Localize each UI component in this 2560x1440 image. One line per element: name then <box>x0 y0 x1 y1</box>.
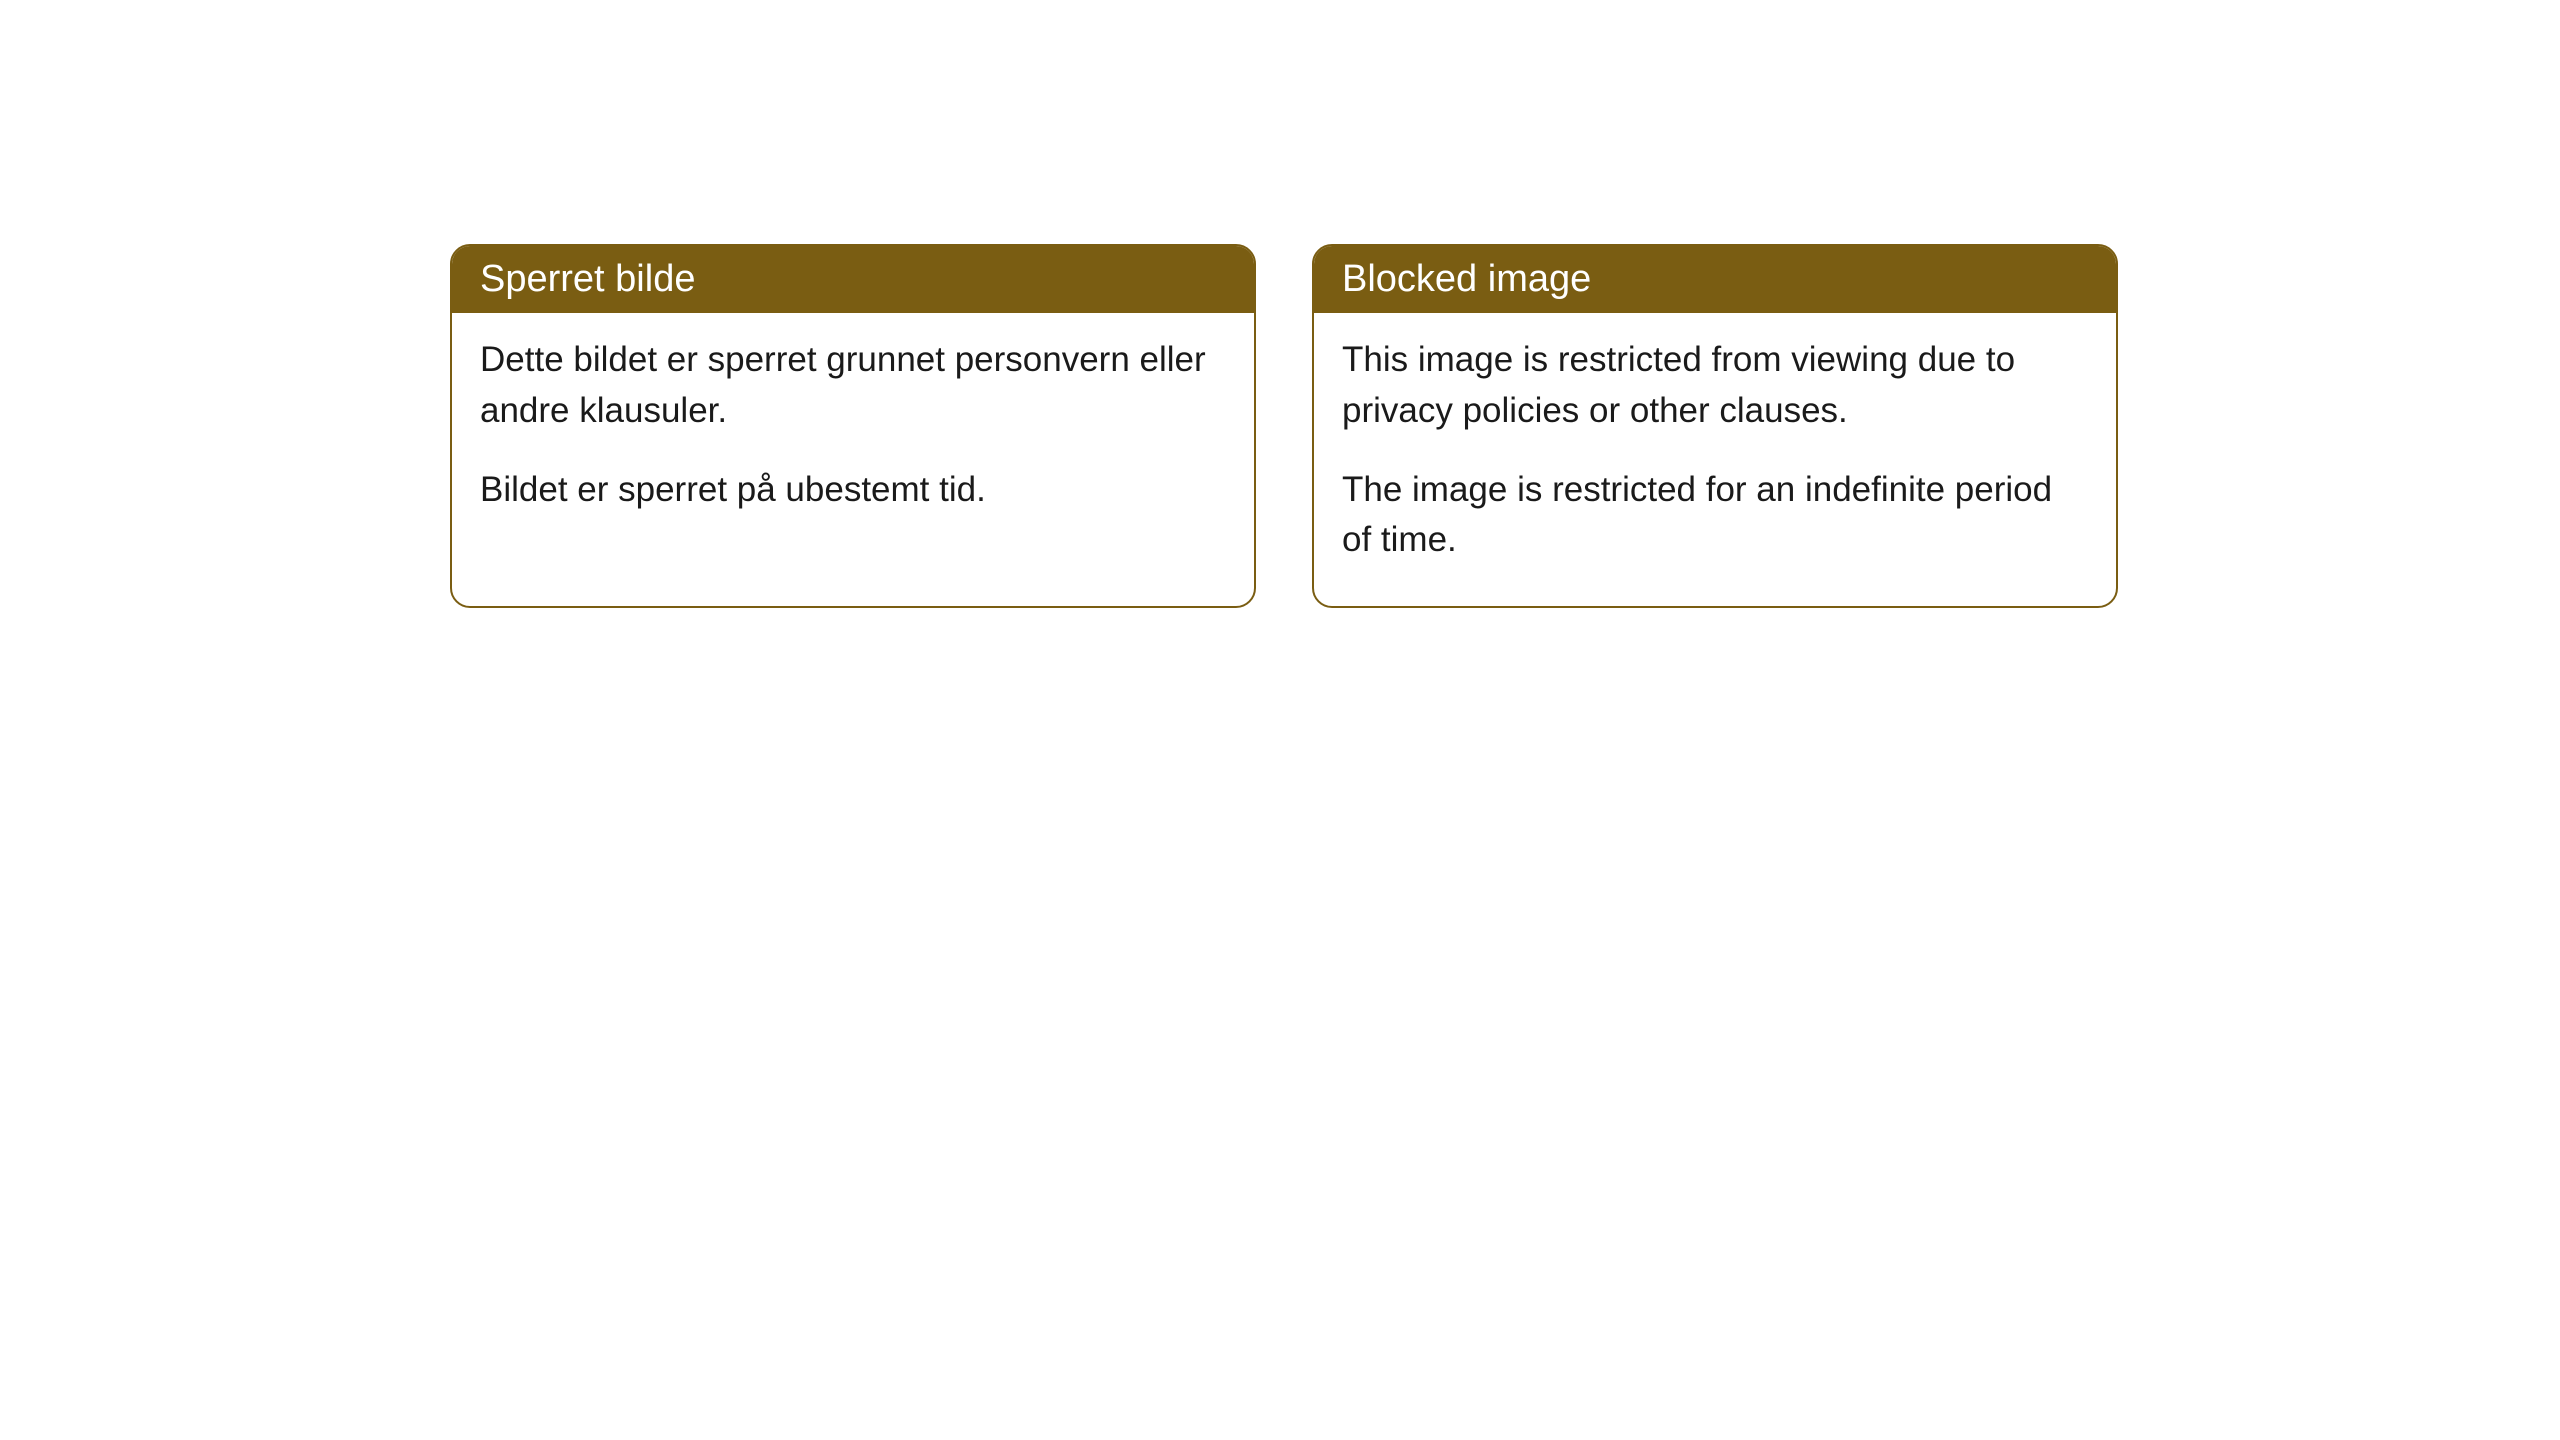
notice-text-english-1: This image is restricted from viewing du… <box>1342 335 2088 437</box>
notice-text-english-2: The image is restricted for an indefinit… <box>1342 465 2088 567</box>
card-body-english: This image is restricted from viewing du… <box>1314 313 2116 606</box>
card-title-english: Blocked image <box>1342 258 1591 300</box>
notice-cards-container: Sperret bilde Dette bildet er sperret gr… <box>450 244 2118 608</box>
card-body-norwegian: Dette bildet er sperret grunnet personve… <box>452 313 1254 555</box>
card-header-norwegian: Sperret bilde <box>452 246 1254 313</box>
blocked-image-card-norwegian: Sperret bilde Dette bildet er sperret gr… <box>450 244 1256 608</box>
notice-text-norwegian-1: Dette bildet er sperret grunnet personve… <box>480 335 1226 437</box>
card-title-norwegian: Sperret bilde <box>480 258 695 300</box>
blocked-image-card-english: Blocked image This image is restricted f… <box>1312 244 2118 608</box>
notice-text-norwegian-2: Bildet er sperret på ubestemt tid. <box>480 465 1226 516</box>
card-header-english: Blocked image <box>1314 246 2116 313</box>
